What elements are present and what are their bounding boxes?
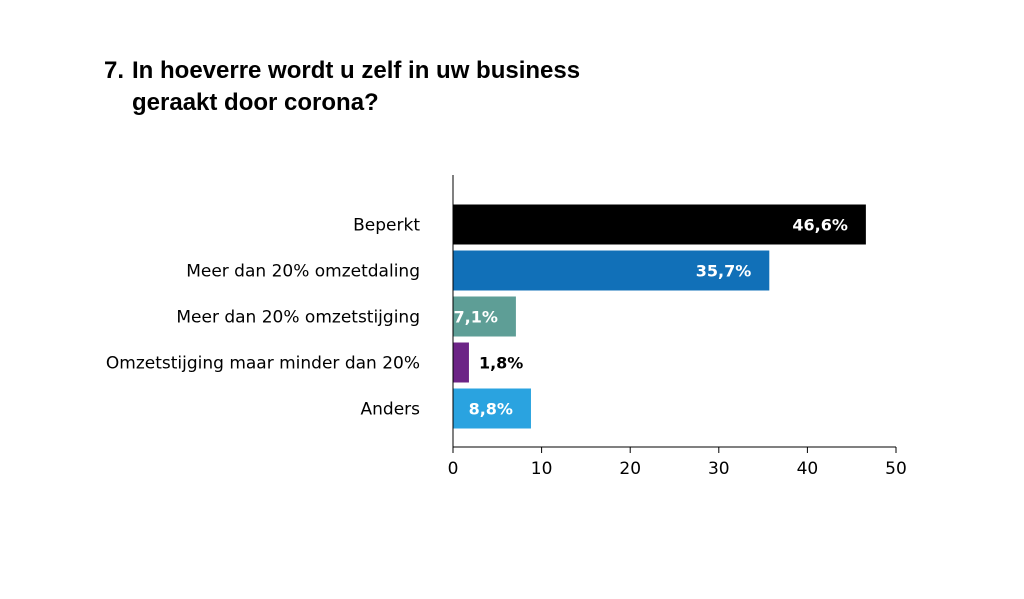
bar bbox=[453, 250, 770, 291]
category-label: Anders bbox=[361, 400, 421, 420]
x-tick-label: 30 bbox=[708, 459, 730, 479]
bar bbox=[453, 342, 469, 383]
data-label: 7,1% bbox=[454, 308, 498, 327]
data-label: 1,8% bbox=[479, 354, 523, 373]
title-line-1: In hoeverre wordt u zelf in uw business bbox=[132, 57, 581, 84]
title-line-2: geraakt door corona? bbox=[132, 89, 379, 116]
category-label: Omzetstijging maar minder dan 20% bbox=[106, 354, 420, 374]
bar bbox=[453, 388, 531, 429]
data-label: 8,8% bbox=[469, 400, 513, 419]
question-number: 7. bbox=[104, 57, 125, 84]
data-label: 46,6% bbox=[792, 216, 848, 235]
bar bbox=[453, 204, 866, 245]
bar bbox=[453, 296, 516, 337]
x-tick-label: 50 bbox=[885, 459, 907, 479]
x-tick-label: 40 bbox=[797, 459, 819, 479]
category-label: Meer dan 20% omzetstijging bbox=[176, 308, 420, 328]
x-tick-label: 20 bbox=[619, 459, 641, 479]
category-label: Meer dan 20% omzetdaling bbox=[186, 262, 420, 282]
question-text: In hoeverre wordt u zelf in uw business … bbox=[132, 55, 652, 119]
x-tick-label: 0 bbox=[448, 459, 459, 479]
x-tick-label: 10 bbox=[531, 459, 553, 479]
data-label: 35,7% bbox=[696, 262, 752, 281]
category-label: Beperkt bbox=[353, 216, 420, 236]
